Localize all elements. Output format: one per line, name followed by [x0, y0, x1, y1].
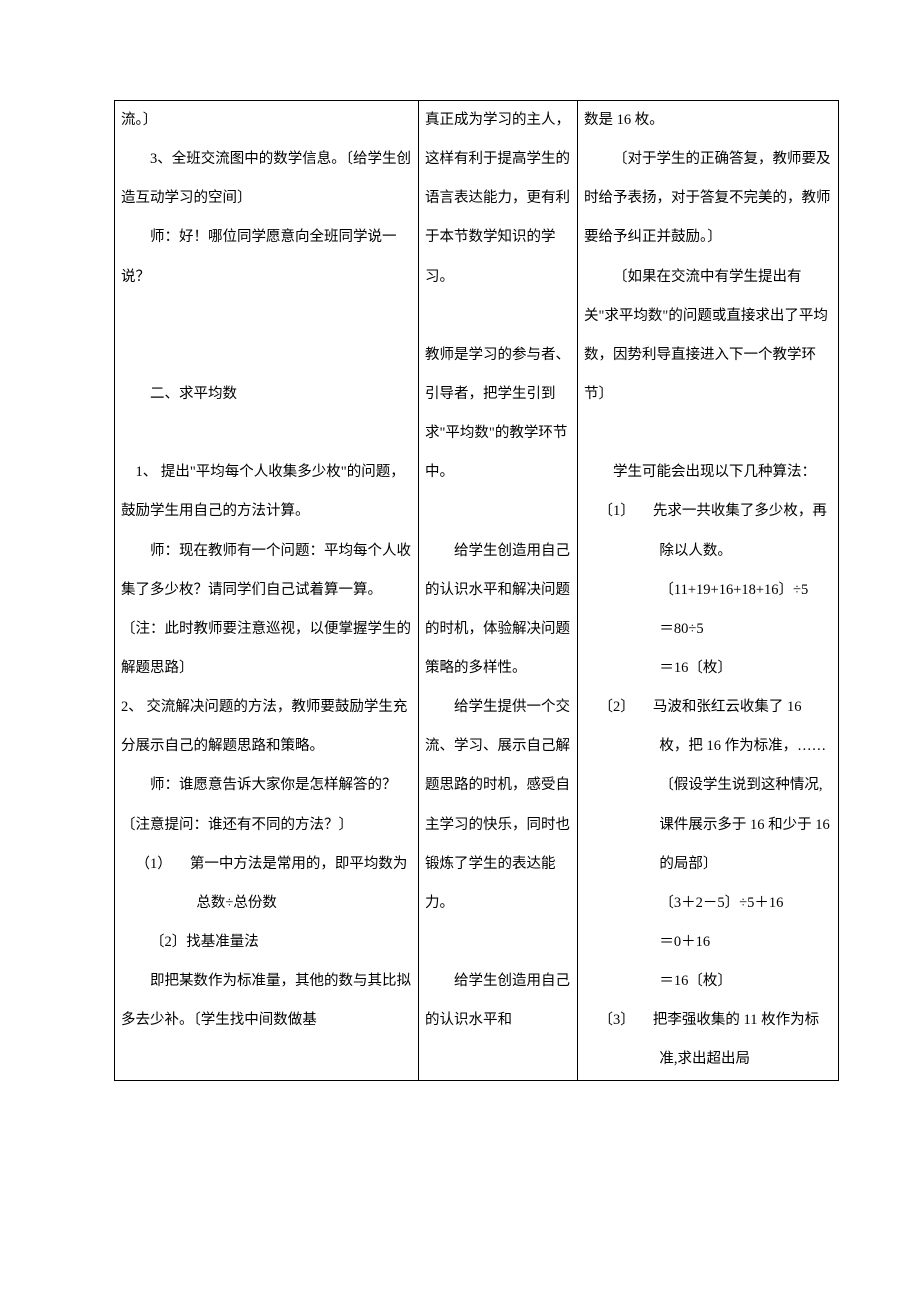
item-text: 马波和张红云收集了 16 枚，把 16 作为标准，……〔假设学生说到这种情况,课…	[653, 699, 830, 872]
text-line: 即把某数作为标准量，其他的数与其比拟多去少补。〔学生找中间数做基	[121, 962, 412, 1040]
text-line: 2、 交流解决问题的方法，教师要鼓励学生充分展示自己的解题思路和策略。	[121, 688, 412, 766]
teaching-activity-cell: 流。〕 3、全班交流图中的数学信息。〔给学生创造互动学习的空间〕 师：好！哪位同…	[115, 101, 419, 1081]
calc-method: 〔1〕 先求一共收集了多少枚，再除以人数。	[584, 492, 832, 570]
text-line: 师：好！哪位同学愿意向全班同学说一说？	[121, 218, 412, 296]
text-line: 给学生提供一个交流、学习、展示自己解题思路的时机，感受自主学习的快乐，同时也锻炼…	[425, 688, 571, 923]
calc-formula: ＝0＋16	[584, 923, 832, 962]
calc-formula: ＝80÷5	[584, 610, 832, 649]
item-number: 〔3〕	[599, 1012, 635, 1028]
text-line: 〔对于学生的正确答复，教师要及时给予表扬，对于答复不完美的，教师要给予纠正并鼓励…	[584, 140, 832, 257]
text-line: 真正成为学习的主人，这样有利于提高学生的语言表达能力，更有利于本节数学知识的学习…	[425, 101, 571, 297]
text-line: 给学生创造用自己的认识水平和解决问题的时机，体验解决问题策略的多样性。	[425, 532, 571, 689]
calc-method: 〔2〕 马波和张红云收集了 16 枚，把 16 作为标准，……〔假设学生说到这种…	[584, 688, 832, 884]
item-number: 〔2〕	[599, 699, 635, 715]
item-text: 第一中方法是常用的，即平均数为总数÷总份数	[190, 856, 408, 911]
method-item: （1） 第一中方法是常用的，即平均数为总数÷总份数	[121, 845, 412, 923]
calc-formula: ＝16〔枚〕	[584, 962, 832, 1001]
item-number: （1）	[136, 856, 172, 872]
text-line: 1、 提出"平均每个人收集多少枚"的问题，鼓励学生用自己的方法计算。	[121, 453, 412, 531]
item-text: 把李强收集的 11 枚作为标准,求出超出局	[653, 1012, 819, 1067]
table-row: 流。〕 3、全班交流图中的数学信息。〔给学生创造互动学习的空间〕 师：好！哪位同…	[115, 101, 839, 1081]
section-heading: 二、求平均数	[121, 375, 412, 414]
document-page: 流。〕 3、全班交流图中的数学信息。〔给学生创造互动学习的空间〕 师：好！哪位同…	[0, 0, 920, 1302]
method-item: 〔2〕找基准量法	[121, 923, 412, 962]
text-line: 〔如果在交流中有学生提出有关"求平均数"的问题或直接求出了平均数，因势利导直接进…	[584, 258, 832, 415]
text-line: 〔注：此时教师要注意巡视，以便掌握学生的解题思路〕	[121, 610, 412, 688]
text-line: 师：现在教师有一个问题：平均每个人收集了多少枚？请同学们自己试着算一算。	[121, 532, 412, 610]
design-intent-cell: 真正成为学习的主人，这样有利于提高学生的语言表达能力，更有利于本节数学知识的学习…	[419, 101, 578, 1081]
calc-formula: 〔3＋2－5〕÷5＋16	[584, 884, 832, 923]
item-number: 〔1〕	[599, 503, 635, 519]
text-line: 给学生创造用自己的认识水平和	[425, 962, 571, 1040]
calc-method: 〔3〕 把李强收集的 11 枚作为标准,求出超出局	[584, 1001, 832, 1079]
text-line: 流。〕	[121, 101, 412, 140]
item-text: 先求一共收集了多少枚，再除以人数。	[653, 503, 827, 558]
lesson-table: 流。〕 3、全班交流图中的数学信息。〔给学生创造互动学习的空间〕 师：好！哪位同…	[114, 100, 839, 1081]
calc-formula: 〔11+19+16+18+16〕÷5	[584, 571, 832, 610]
text-line: 3、全班交流图中的数学信息。〔给学生创造互动学习的空间〕	[121, 140, 412, 218]
text-line: 学生可能会出现以下几种算法：	[584, 453, 832, 492]
text-line: 数是 16 枚。	[584, 101, 832, 140]
text-line: 教师是学习的参与者、引导者，把学生引到求"平均数"的教学环节中。	[425, 336, 571, 493]
calc-formula: ＝16〔枚〕	[584, 649, 832, 688]
student-activity-cell: 数是 16 枚。 〔对于学生的正确答复，教师要及时给予表扬，对于答复不完美的，教…	[578, 101, 839, 1081]
text-line: 师：谁愿意告诉大家你是怎样解答的？〔注意提问：谁还有不同的方法？〕	[121, 766, 412, 844]
